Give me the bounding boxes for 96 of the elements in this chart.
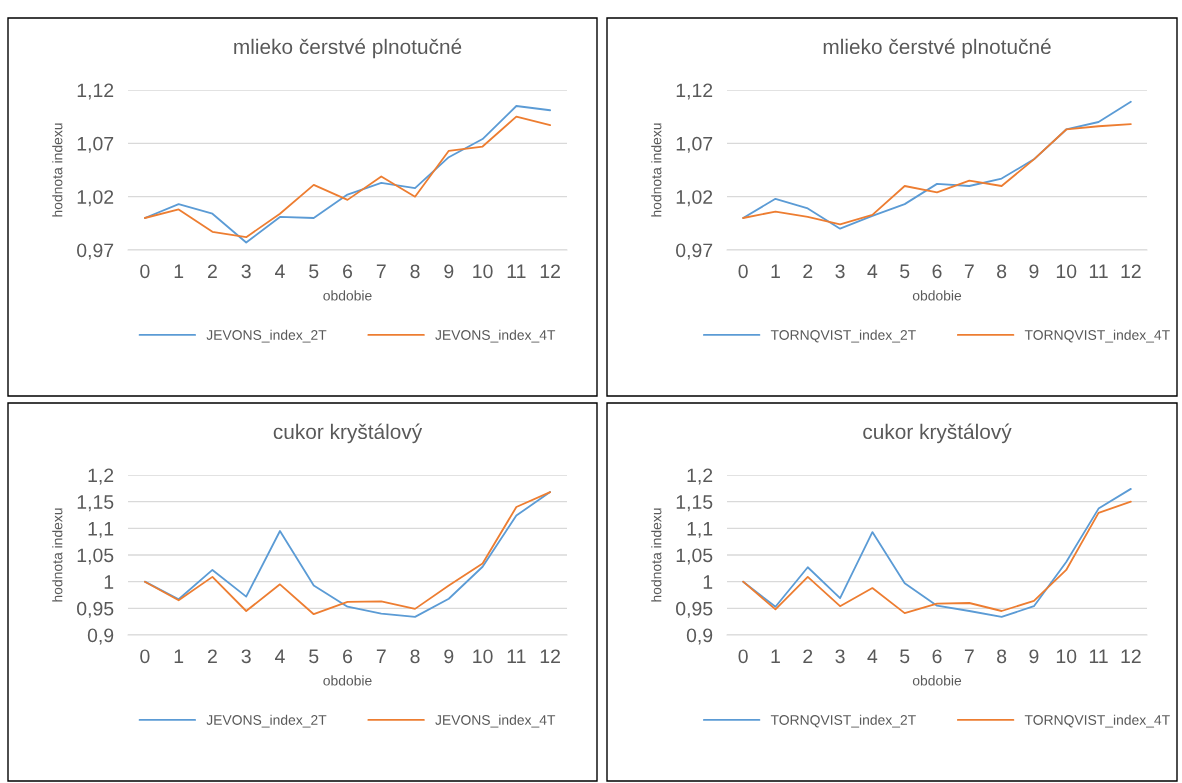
x-tick-label: 9 bbox=[1029, 649, 1039, 664]
y-tick-label: 1 bbox=[703, 575, 713, 589]
x-axis-title: obdobie bbox=[323, 290, 372, 301]
chart-title: cukor kryštálový bbox=[273, 423, 423, 444]
x-tick-label: 6 bbox=[932, 649, 942, 664]
x-tick-label: 1 bbox=[771, 264, 780, 278]
x-tick-label: 0 bbox=[140, 649, 150, 664]
x-tick-label: 4 bbox=[275, 649, 285, 663]
y-tick-label: 1,1 bbox=[687, 522, 713, 538]
line-series bbox=[742, 123, 1132, 226]
y-tick-label: 0,97 bbox=[676, 243, 713, 260]
x-tick-label: 9 bbox=[1029, 264, 1039, 279]
x-tick-label: 11 bbox=[507, 649, 526, 663]
y-tick-label: 1,12 bbox=[676, 83, 713, 100]
y-tick-label: 0,97 bbox=[77, 243, 114, 260]
chart-title: mlieko čerstvé plnotučné bbox=[234, 38, 462, 59]
x-tick-label: 7 bbox=[376, 649, 386, 663]
x-tick-label: 12 bbox=[1121, 264, 1141, 278]
y-tick-label: 1,15 bbox=[676, 495, 713, 512]
x-tick-label: 6 bbox=[932, 264, 942, 279]
x-tick-label: 10 bbox=[473, 649, 493, 664]
legend-label: TORNQVIST_index_4T bbox=[1024, 714, 1170, 728]
y-tick-label: 1,07 bbox=[77, 136, 114, 153]
y-tick-label: 1,02 bbox=[676, 190, 713, 207]
y-tick-label: 1,12 bbox=[77, 83, 114, 100]
x-tick-label: 4 bbox=[867, 264, 878, 278]
y-tick-label: 1,2 bbox=[88, 468, 114, 485]
x-tick-label: 5 bbox=[900, 264, 910, 279]
x-tick-label: 5 bbox=[309, 264, 319, 279]
x-tick-label: 10 bbox=[1056, 649, 1077, 664]
y-tick-label: 1 bbox=[104, 575, 114, 589]
y-tick-label: 1,15 bbox=[77, 495, 114, 512]
x-tick-label: 4 bbox=[867, 649, 878, 663]
y-tick-label: 1,02 bbox=[77, 190, 114, 207]
y-axis-title: hodnota indexu bbox=[52, 123, 63, 217]
x-axis-title: obdobie bbox=[912, 290, 962, 301]
legend-label: TORNQVIST_index_4T bbox=[1024, 329, 1170, 343]
x-tick-label: 10 bbox=[473, 264, 493, 279]
x-tick-label: 3 bbox=[835, 649, 845, 664]
legend-label: JEVONS_index_4T bbox=[435, 329, 556, 343]
x-tick-label: 6 bbox=[343, 649, 353, 664]
x-tick-label: 9 bbox=[444, 264, 454, 279]
x-tick-label: 9 bbox=[444, 649, 454, 664]
x-axis-title: obdobie bbox=[912, 675, 962, 686]
y-axis-title: hodnota indexu bbox=[651, 508, 662, 602]
x-tick-label: 11 bbox=[1089, 264, 1108, 278]
x-tick-label: 8 bbox=[410, 649, 420, 664]
chart-title: cukor kryštálový bbox=[863, 423, 1012, 444]
legend-label: JEVONS_index_4T bbox=[435, 714, 556, 728]
x-tick-label: 11 bbox=[507, 264, 526, 278]
x-tick-label: 12 bbox=[540, 649, 560, 663]
x-tick-label: 11 bbox=[1089, 649, 1108, 663]
x-tick-label: 4 bbox=[275, 264, 285, 278]
x-tick-label: 6 bbox=[343, 264, 353, 279]
x-tick-label: 5 bbox=[309, 649, 319, 664]
legend-label: JEVONS_index_2T bbox=[206, 714, 327, 728]
x-tick-label: 1 bbox=[174, 649, 184, 663]
y-tick-label: 1,05 bbox=[676, 548, 713, 565]
y-tick-label: 0,9 bbox=[87, 628, 114, 645]
x-tick-label: 5 bbox=[900, 649, 910, 664]
x-tick-label: 0 bbox=[140, 264, 150, 279]
x-tick-label: 8 bbox=[997, 264, 1007, 279]
x-tick-label: 7 bbox=[964, 264, 974, 278]
y-axis-title: hodnota indexu bbox=[52, 508, 63, 602]
x-tick-label: 7 bbox=[376, 264, 386, 278]
x-tick-label: 2 bbox=[207, 264, 217, 278]
y-tick-label: 1,2 bbox=[687, 468, 713, 485]
legend-label: TORNQVIST_index_2T bbox=[770, 329, 916, 343]
x-tick-label: 12 bbox=[1121, 649, 1141, 663]
y-tick-label: 1,1 bbox=[88, 522, 114, 538]
y-tick-label: 1,07 bbox=[676, 136, 713, 153]
y-tick-label: 0,95 bbox=[77, 601, 114, 618]
x-tick-label: 1 bbox=[771, 649, 780, 663]
y-tick-label: 0,95 bbox=[676, 601, 713, 618]
legend-label: TORNQVIST_index_2T bbox=[770, 714, 916, 728]
x-tick-label: 8 bbox=[410, 264, 420, 279]
x-axis-title: obdobie bbox=[323, 675, 372, 686]
x-tick-label: 2 bbox=[207, 649, 217, 663]
chart-title: mlieko čerstvé plnotučné bbox=[823, 38, 1051, 59]
x-tick-label: 8 bbox=[997, 649, 1007, 664]
x-tick-label: 3 bbox=[835, 264, 845, 279]
y-tick-label: 1,05 bbox=[77, 548, 114, 565]
line-series bbox=[742, 100, 1132, 230]
x-tick-label: 3 bbox=[241, 264, 251, 279]
y-tick-label: 0,9 bbox=[686, 628, 713, 645]
y-axis-title: hodnota indexu bbox=[651, 123, 662, 217]
legend-label: JEVONS_index_2T bbox=[206, 329, 327, 343]
x-tick-label: 0 bbox=[738, 649, 748, 664]
x-tick-label: 2 bbox=[803, 264, 813, 278]
x-tick-label: 0 bbox=[738, 264, 748, 279]
x-tick-label: 10 bbox=[1056, 264, 1077, 279]
x-tick-label: 12 bbox=[540, 264, 560, 278]
x-tick-label: 1 bbox=[174, 264, 184, 278]
x-tick-label: 2 bbox=[803, 649, 813, 663]
x-tick-label: 7 bbox=[964, 649, 974, 663]
x-tick-label: 3 bbox=[241, 649, 251, 664]
